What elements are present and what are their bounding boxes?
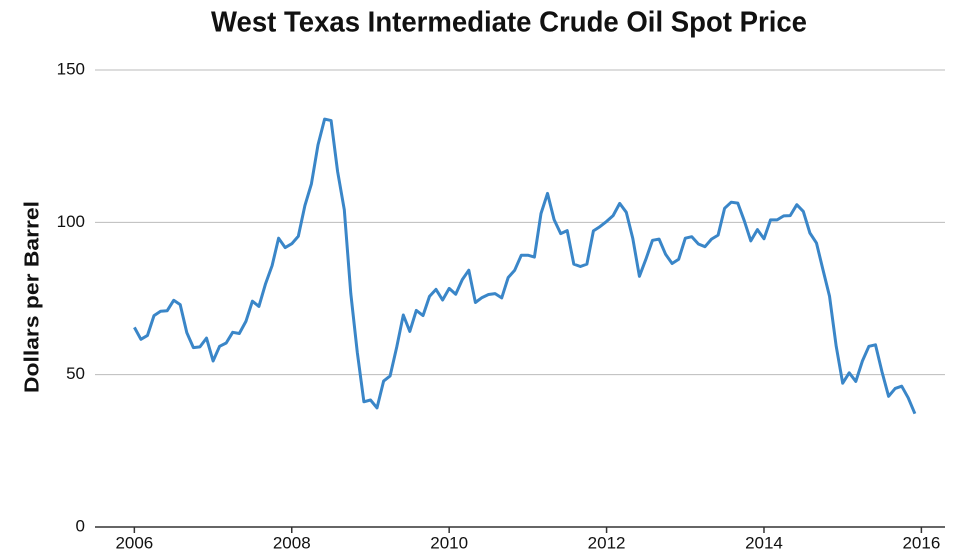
y-tick-label: 150 [57,59,85,78]
chart-title: West Texas Intermediate Crude Oil Spot P… [211,7,807,39]
y-tick-label: 0 [76,516,85,535]
data-line [133,117,917,415]
x-tick-label: 2010 [430,533,468,552]
x-tick-label: 2014 [745,533,783,552]
y-tick-label: 50 [66,364,85,383]
y-tick-label: 100 [57,212,85,231]
y-axis-label: Dollars per Barrel [21,201,43,393]
x-tick-label: 2012 [588,533,626,552]
x-tick-label: 2008 [273,533,311,552]
x-tick-label: 2006 [115,533,153,552]
x-tick-label: 2016 [902,533,940,552]
